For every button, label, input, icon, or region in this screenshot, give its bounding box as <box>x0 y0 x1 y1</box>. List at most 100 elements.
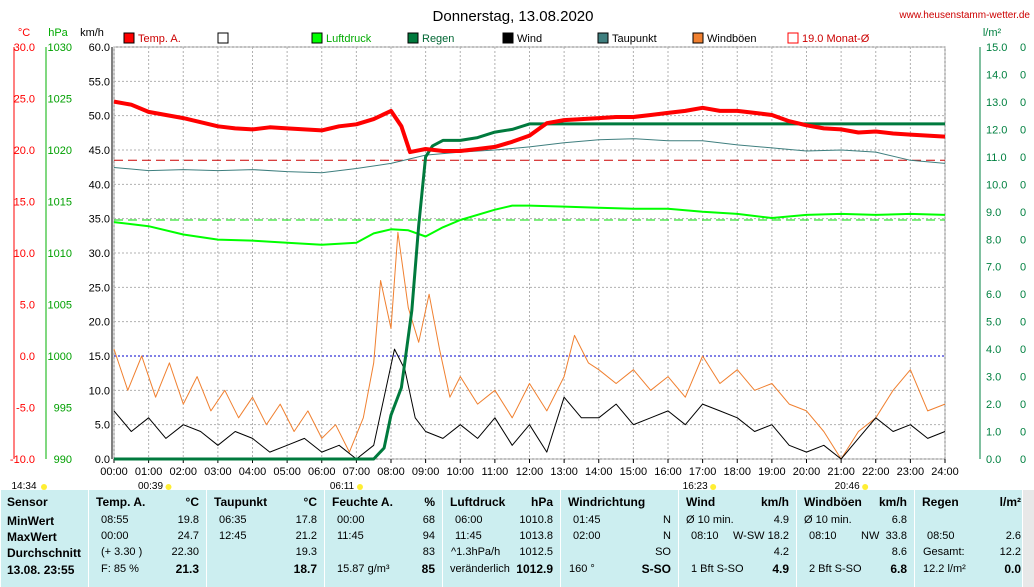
gust-header: Windböen <box>804 495 862 509</box>
speed-unit: km/h <box>80 27 104 39</box>
temp-unit-label: °C <box>185 495 199 509</box>
speed-tick-label: 20.0 <box>89 317 110 329</box>
rain-tick-label: 1.0 <box>986 427 1001 439</box>
humidity-max-time: 11:45 <box>337 530 364 542</box>
temp-min-time: 08:55 <box>101 514 129 526</box>
vertical-scrollbar[interactable] <box>1022 490 1034 587</box>
legend-swatch <box>217 32 229 44</box>
temp-avg-note: (+ 3.30 ) <box>101 546 143 558</box>
speed-tick-label: 35.0 <box>89 214 110 226</box>
summary-panel: Sensor MinWert MaxWert Durchschnitt 13.0… <box>0 490 1034 587</box>
pressure-tick-label: 1015 <box>48 197 72 209</box>
rain-tick-label: 6.0 <box>986 289 1001 301</box>
rain-unit-label: l/m² <box>999 495 1021 509</box>
rain-tick-label: 12.0 <box>986 124 1007 136</box>
pressure-footer-note: veränderlich <box>450 563 510 575</box>
rain-tick-label: 7.0 <box>986 262 1001 274</box>
rain-tick-label: 9.0 <box>986 207 1001 219</box>
legend-label: Temp. A. <box>138 33 181 45</box>
wind-avg: 4.2 <box>773 546 789 558</box>
dew-min-time: 06:35 <box>219 514 247 526</box>
x-tick-label: 01:00 <box>135 466 163 478</box>
wind-avg10: 4.9 <box>773 514 789 526</box>
temp-tick-label: 0.0 <box>20 351 35 363</box>
humidity-current: 85 <box>421 562 435 576</box>
pressure-unit-label: hPa <box>530 495 553 509</box>
humidity-max: 94 <box>422 530 435 542</box>
rain-tick-label: 15.0 <box>986 42 1007 54</box>
x-tick-label: 23:00 <box>897 466 925 478</box>
temp-tick-label: 15.0 <box>14 197 35 209</box>
legend-swatch <box>502 32 514 44</box>
temp-tick-label: 30.0 <box>14 42 35 54</box>
direction-header: Windrichtung <box>568 495 646 509</box>
x-tick-label: 03:00 <box>204 466 232 478</box>
humidity-min: 68 <box>422 514 435 526</box>
gust-max: 33.8 <box>885 530 907 542</box>
rain-unit: l/m² <box>983 27 1002 39</box>
temp-max-time: 00:00 <box>101 530 129 542</box>
wind-max-time: 08:10 <box>691 530 719 542</box>
sun-icon <box>165 484 172 490</box>
rain-right-label: 0 <box>1020 152 1026 164</box>
x-tick-label: 09:00 <box>412 466 440 478</box>
humidity-header: Feuchte A. <box>332 495 393 509</box>
chart-grid <box>13 46 981 463</box>
x-tick-label: 18:00 <box>723 466 751 478</box>
legend-label: Wind <box>517 33 542 45</box>
dew-unit-label: °C <box>303 495 317 509</box>
wind-header: Wind <box>686 495 716 509</box>
legend-swatch <box>311 32 323 44</box>
site-url[interactable]: www.heusenstamm-wetter.de <box>898 10 1030 21</box>
direction-min: N <box>663 514 671 526</box>
temp-tick-label: -5.0 <box>16 403 35 415</box>
speed-tick-label: 25.0 <box>89 282 110 294</box>
rain-column: Regen l/m² 08:50 2.6 Gesamt: 12.2 12.2 l… <box>914 490 1023 587</box>
x-tick-label: 05:00 <box>273 466 301 478</box>
chart-title: Donnerstag, 13.08.2020 <box>433 8 594 25</box>
rain-tick-label: 3.0 <box>986 372 1001 384</box>
pressure-tick-label: 995 <box>54 403 72 415</box>
rain-current: 0.0 <box>1004 562 1021 576</box>
gust-avg10-label: Ø 10 min. <box>804 514 852 526</box>
pressure-min: 1010.8 <box>519 514 553 526</box>
legend: Temp. A. Luftdruck Regen Wind Taupunkt Windbö… <box>123 32 870 45</box>
x-tick-label: 00:00 <box>100 466 128 478</box>
speed-tick-label: 50.0 <box>89 111 110 123</box>
pressure-column: Luftdruck hPa 06:00 1010.8 11:45 1013.8 … <box>442 490 561 587</box>
x-tick-label: 21:00 <box>827 466 855 478</box>
rain-right-label: 0 <box>1020 207 1026 219</box>
series-taupunkt <box>113 138 946 174</box>
rain-tick-label: 10.0 <box>986 179 1007 191</box>
pressure-trend: ^1.3hPa/h <box>451 546 501 558</box>
speed-tick-label: 5.0 <box>95 420 110 432</box>
pressure-tick-label: 1010 <box>48 248 72 260</box>
series-luftdruck <box>113 204 946 246</box>
x-tick-label: 20:00 <box>793 466 821 478</box>
series-windb-en <box>113 231 946 460</box>
dew-header: Taupunkt <box>214 495 268 509</box>
rain-right-label: 0 <box>1020 97 1026 109</box>
speed-tick-label: 45.0 <box>89 145 110 157</box>
direction-max: N <box>663 530 671 542</box>
series-temp-a <box>113 99 946 155</box>
temp-column: Temp. A. °C 08:55 19.8 00:00 24.7 (+ 3.3… <box>88 490 207 587</box>
dew-column: Taupunkt °C 06:35 17.8 12:45 21.2 19.3 1… <box>206 490 325 587</box>
time-marker-label: 06:11 <box>330 481 355 490</box>
speed-tick-label: 30.0 <box>89 248 110 260</box>
x-tick-label: 24:00 <box>931 466 959 478</box>
gust-max-time: 08:10 <box>809 530 837 542</box>
pressure-tick-label: 1030 <box>48 42 72 54</box>
humidity-avg: 83 <box>422 546 435 558</box>
pressure-tick-label: 1005 <box>48 300 72 312</box>
gust-avg10: 6.8 <box>891 514 907 526</box>
wind-bft: 1 Bft S-SO <box>691 563 744 575</box>
gust-unit-label: km/h <box>878 495 907 509</box>
pressure-avg: 1012.5 <box>519 546 553 558</box>
legend-swatch <box>407 32 419 44</box>
temp-header: Temp. A. <box>96 495 146 509</box>
direction-degrees: 160 ° <box>569 563 595 575</box>
pressure-max: 1013.8 <box>519 530 553 542</box>
pressure-tick-label: 990 <box>54 454 72 466</box>
x-tick-label: 14:00 <box>585 466 613 478</box>
